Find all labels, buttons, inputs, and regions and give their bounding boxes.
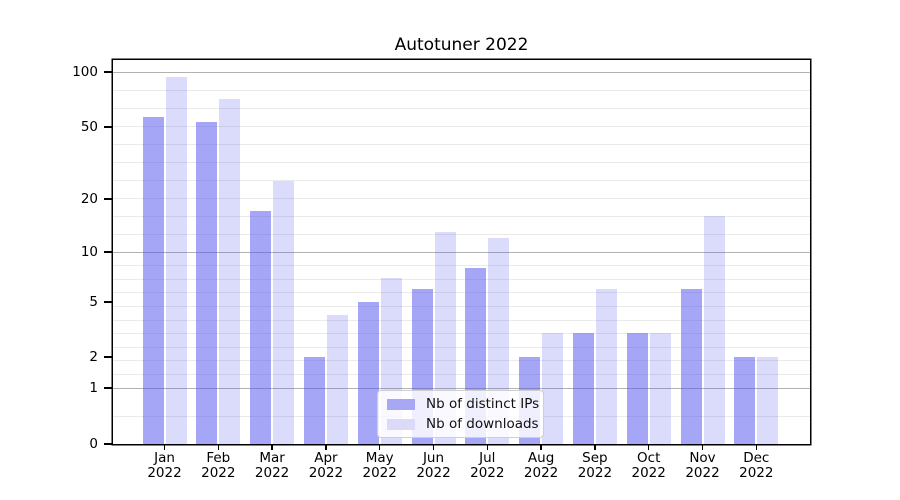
y-tick-label: 1 — [89, 380, 98, 396]
y-tick-label: 20 — [80, 191, 98, 207]
minor-grid-line — [113, 305, 810, 307]
bar-downloads-oct — [649, 332, 671, 444]
x-tick-mark — [701, 444, 704, 450]
y-tick-label: 100 — [72, 64, 98, 80]
x-tick-label: Aug 2022 — [523, 450, 559, 481]
bar-downloads-apr — [326, 315, 348, 444]
legend-swatch-distinct-ips — [387, 398, 415, 410]
plot-area — [113, 60, 810, 444]
y-tick-label: 50 — [80, 119, 98, 135]
y-tick-mark — [104, 126, 113, 128]
x-tick-label: Sep 2022 — [577, 450, 613, 481]
minor-grid-line — [113, 161, 810, 163]
x-tick-mark — [163, 444, 166, 450]
y-tick-mark — [104, 71, 113, 73]
bar-distinct-ips-sep — [572, 332, 594, 444]
minor-grid-line — [113, 373, 810, 375]
minor-grid-line — [113, 197, 810, 199]
bar-distinct-ips-nov — [680, 288, 702, 444]
bar-downloads-mar — [273, 181, 295, 444]
y-tick-label: 5 — [89, 294, 98, 310]
bar-distinct-ips-jan — [142, 116, 164, 444]
legend-label-downloads: Nb of downloads — [426, 416, 539, 432]
bar-downloads-jan — [165, 76, 187, 444]
minor-grid-line — [113, 107, 810, 109]
minor-grid-line — [113, 89, 810, 91]
bar-distinct-ips-feb — [196, 122, 218, 444]
minor-grid-line — [113, 346, 810, 348]
legend-row: Nb of distinct IPs — [387, 396, 543, 412]
x-tick-mark — [325, 444, 327, 450]
x-tick-mark — [594, 444, 596, 450]
y-tick-mark — [104, 251, 113, 253]
x-tick-label: May 2022 — [362, 450, 397, 481]
major-grid-line — [113, 387, 810, 389]
x-tick-label: Nov 2022 — [685, 450, 720, 481]
legend-row: Nb of downloads — [387, 416, 543, 432]
y-tick-mark — [104, 356, 113, 358]
minor-grid-line — [113, 319, 810, 321]
y-tick-mark — [104, 198, 113, 200]
x-tick-label: Jun 2022 — [416, 450, 451, 481]
bar-distinct-ips-may — [357, 302, 379, 444]
minor-grid-line — [113, 292, 810, 294]
x-tick-label: Jul 2022 — [470, 450, 505, 481]
x-tick-label: Oct 2022 — [631, 450, 666, 481]
minor-grid-line — [113, 125, 810, 127]
x-tick-mark — [271, 444, 273, 450]
minor-grid-line — [113, 233, 810, 235]
bar-distinct-ips-oct — [626, 332, 648, 444]
bar-distinct-ips-apr — [303, 357, 325, 444]
minor-grid-line — [113, 333, 810, 335]
y-tick-mark — [104, 387, 113, 389]
chart-title: Autotuner 2022 — [394, 35, 529, 55]
bar-downloads-sep — [595, 288, 617, 444]
y-tick-label: 2 — [89, 349, 98, 365]
x-tick-label: Feb 2022 — [201, 450, 236, 481]
x-tick-label: Apr 2022 — [308, 450, 344, 481]
bar-downloads-aug — [542, 332, 564, 444]
x-tick-mark — [432, 444, 435, 450]
x-tick-mark — [540, 444, 542, 450]
minor-grid-line — [113, 278, 810, 280]
x-tick-label: Mar 2022 — [254, 450, 290, 481]
legend-label-distinct-ips: Nb of distinct IPs — [426, 396, 540, 412]
bar-distinct-ips-dec — [734, 357, 756, 444]
minor-grid-line — [113, 265, 810, 267]
x-tick-label: Dec 2022 — [739, 450, 774, 481]
major-grid-line — [113, 251, 810, 253]
legend-swatch-downloads — [387, 418, 415, 430]
minor-grid-line — [113, 179, 810, 181]
y-tick-label: 10 — [80, 244, 98, 260]
minor-grid-line — [113, 360, 810, 362]
minor-grid-line — [113, 143, 810, 145]
x-tick-mark — [217, 444, 220, 450]
bar-downloads-dec — [757, 357, 779, 444]
x-tick-mark — [378, 444, 381, 450]
bar-downloads-nov — [703, 216, 725, 444]
y-tick-label: 0 — [89, 436, 98, 452]
major-grid-line — [113, 71, 810, 73]
y-tick-mark — [104, 301, 113, 303]
x-tick-label: Jan 2022 — [147, 450, 182, 481]
minor-grid-line — [113, 215, 810, 217]
x-tick-mark — [755, 444, 758, 450]
bar-downloads-feb — [219, 99, 241, 444]
x-tick-mark — [486, 444, 489, 450]
legend: Nb of distinct IPs Nb of downloads — [377, 390, 544, 438]
y-tick-mark — [104, 443, 113, 445]
x-tick-mark — [647, 444, 650, 450]
bar-distinct-ips-mar — [250, 211, 272, 444]
